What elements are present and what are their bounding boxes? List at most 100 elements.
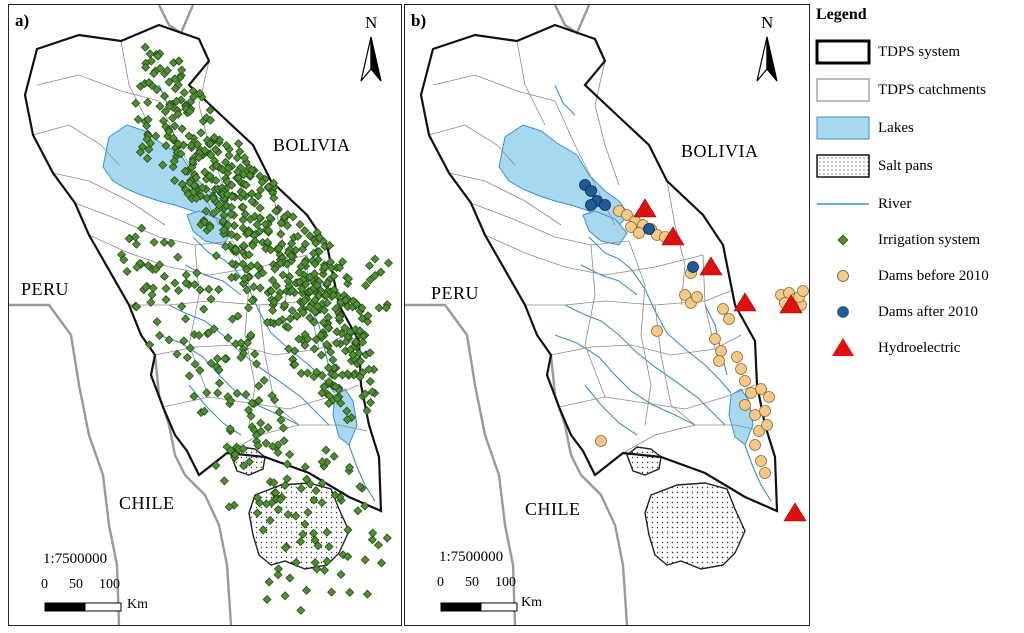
irrigation-point <box>355 372 365 382</box>
dam-and-hydro-points <box>579 179 809 522</box>
irrigation-point <box>189 391 199 401</box>
scale-unit: Km <box>127 597 148 612</box>
irrigation-point <box>195 285 205 295</box>
dam-before-2010 <box>715 345 727 357</box>
irrigation-point <box>268 442 278 452</box>
irrigation-point <box>226 209 236 219</box>
irrigation-point <box>264 577 274 587</box>
irrigation-point <box>196 128 206 138</box>
irrigation-point <box>255 213 265 223</box>
country-border <box>549 354 629 625</box>
country-label-peru: PERU <box>431 283 480 303</box>
irrigation-point <box>329 451 339 461</box>
irrigation-point <box>332 338 342 348</box>
country-label-bolivia: BOLIVIA <box>273 135 351 155</box>
irrigation-point <box>281 543 291 553</box>
irrigation-point <box>214 285 224 295</box>
scale-unit: Km <box>521 595 542 610</box>
irrigation-point <box>330 382 340 392</box>
irrigation-point <box>266 286 276 296</box>
dam-before-2010 <box>723 313 735 325</box>
catchment-boundary <box>162 384 360 410</box>
irrigation-point <box>258 525 268 535</box>
irrigation-point <box>352 299 362 309</box>
irrigation-point <box>290 360 300 370</box>
irrigation-point <box>310 259 320 269</box>
irrigation-point <box>224 502 234 512</box>
map-panel-b: b) BOLIVIA PERU CHILE N 1:7500000 0 50 1… <box>404 4 810 626</box>
irrigation-point <box>313 301 323 311</box>
dam-before-2010 <box>713 355 725 367</box>
irrigation-point <box>341 295 351 305</box>
irrigation-point <box>273 570 283 580</box>
irrigation-point <box>184 131 194 141</box>
map-canvas-b <box>405 5 809 625</box>
irrigation-point <box>239 170 249 180</box>
catchment-boundary <box>448 172 562 226</box>
irrigation-point <box>173 109 183 119</box>
irrigation-point <box>233 173 243 183</box>
irrigation-point <box>313 541 323 551</box>
irrigation-point <box>162 66 172 76</box>
irrigation-point <box>334 313 344 323</box>
irrigation-point <box>261 438 271 448</box>
irrigation-point <box>296 537 306 547</box>
irrigation-point <box>220 354 230 364</box>
irrigation-point <box>223 333 233 343</box>
irrigation-point <box>176 149 186 159</box>
dam-before-2010 <box>651 325 663 337</box>
irrigation-point <box>326 347 336 357</box>
irrigation-point <box>355 356 365 366</box>
irrigation-point <box>322 298 332 308</box>
legend-symbol-river <box>817 203 869 205</box>
irrigation-point <box>362 406 372 416</box>
irrigation-point <box>363 311 373 321</box>
dam-before-2010 <box>731 351 743 363</box>
irrigation-point <box>340 323 350 333</box>
irrigation-point <box>238 202 248 212</box>
irrigation-point <box>209 132 219 142</box>
catchment-boundary <box>628 240 652 426</box>
irrigation-point <box>376 558 386 568</box>
irrigation-point <box>320 262 330 272</box>
dam-before-2010 <box>739 375 751 387</box>
dam-before-2010 <box>709 333 721 345</box>
irrigation-point <box>278 270 288 280</box>
irrigation-point <box>332 327 342 337</box>
dam-before-2010 <box>633 227 645 239</box>
catchment-boundary <box>36 74 160 102</box>
irrigation-point <box>297 284 307 294</box>
irrigation-point <box>152 317 162 327</box>
irrigation-point <box>276 415 286 425</box>
north-arrow-icon <box>360 36 382 82</box>
legend-symbol-dams-after-2010 <box>837 306 849 318</box>
dam-before-2010 <box>761 419 773 431</box>
irrigation-point <box>325 241 335 251</box>
hydroelectric-point <box>779 294 803 314</box>
irrigation-point <box>383 258 393 268</box>
irrigation-point <box>283 323 293 333</box>
irrigation-point <box>302 585 312 595</box>
irrigation-point <box>342 415 352 425</box>
irrigation-point <box>319 382 329 392</box>
irrigation-point <box>360 501 370 511</box>
legend-symbol-salt-pans <box>816 154 870 178</box>
irrigation-point <box>291 511 301 521</box>
irrigation-point <box>256 418 266 428</box>
legend-item-dams-after-2010: Dams after 2010 <box>812 298 1022 328</box>
irrigation-point <box>168 113 178 123</box>
dam-before-2010 <box>679 289 691 301</box>
irrigation-point <box>240 273 250 283</box>
irrigation-point <box>221 157 231 167</box>
irrigation-point <box>271 281 281 291</box>
irrigation-point <box>300 258 310 268</box>
irrigation-point <box>324 542 334 552</box>
irrigation-point <box>177 301 187 311</box>
irrigation-point <box>324 398 334 408</box>
irrigation-point <box>197 183 207 193</box>
irrigation-point <box>305 313 315 323</box>
irrigation-point <box>166 238 176 248</box>
irrigation-point <box>309 248 319 258</box>
irrigation-point <box>124 234 134 244</box>
irrigation-point <box>300 462 310 472</box>
